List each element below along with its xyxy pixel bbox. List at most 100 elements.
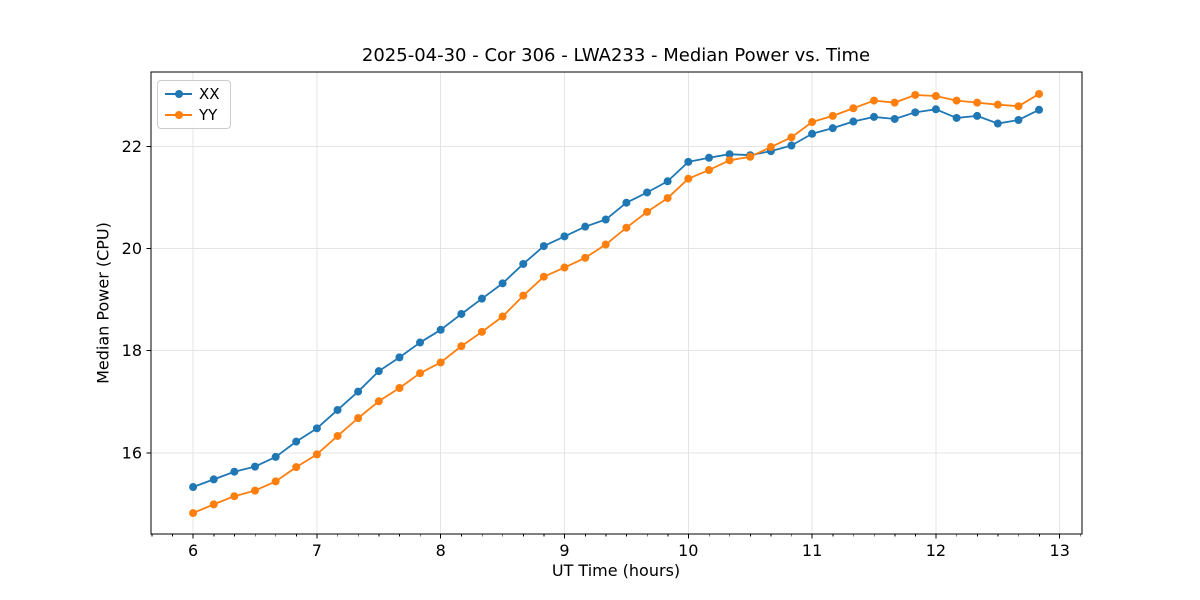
series-yy-marker	[189, 509, 198, 518]
series-xx-marker	[663, 177, 672, 186]
series-xx-marker	[931, 105, 940, 114]
series-xx-marker	[477, 294, 486, 303]
series-yy-marker	[1035, 89, 1044, 98]
series-xx-marker	[457, 309, 466, 318]
series-xx-marker	[622, 198, 631, 207]
series-yy-marker	[271, 477, 280, 486]
series-yy-marker	[766, 143, 775, 152]
series-xx-marker	[808, 129, 817, 138]
series-yy-marker	[870, 96, 879, 105]
series-yy-marker	[643, 207, 652, 216]
series-xx-marker	[209, 475, 218, 484]
legend: XX YY	[157, 80, 231, 129]
series-yy-marker	[993, 100, 1002, 109]
series-xx-marker	[271, 452, 280, 461]
series-yy-line	[192, 93, 1040, 514]
series-xx-marker	[704, 153, 713, 162]
series-xx-marker	[539, 242, 548, 251]
series-xx-marker	[560, 232, 569, 241]
series-xx-marker	[230, 467, 239, 476]
series-yy-marker	[374, 397, 383, 406]
series-xx-marker	[312, 424, 321, 433]
series-xx-marker	[601, 215, 610, 224]
series-yy-marker	[808, 118, 817, 127]
x-tick-label: 10	[678, 541, 698, 560]
series-yy-marker	[581, 253, 590, 262]
series-yy-marker	[539, 272, 548, 281]
legend-label-xx: XX	[199, 85, 220, 103]
series-yy-marker	[498, 312, 507, 321]
x-tick-label: 7	[312, 541, 322, 560]
series-yy-marker	[312, 450, 321, 459]
y-tick-label: 16	[122, 443, 142, 462]
series-xx-marker	[374, 367, 383, 376]
y-tick-label: 20	[122, 239, 142, 258]
series-yy-marker	[787, 133, 796, 142]
x-axis-label: UT Time (hours)	[551, 561, 681, 580]
y-tick-label: 22	[122, 137, 142, 156]
axes-spines	[150, 71, 1083, 535]
series-xx-marker	[643, 188, 652, 197]
x-tick-label: 11	[802, 541, 822, 560]
series-xx-marker	[292, 437, 301, 446]
series-xx-marker	[333, 405, 342, 414]
series-yy-marker	[828, 111, 837, 120]
series-yy-marker	[684, 174, 693, 183]
y-tick-label: 18	[122, 341, 142, 360]
series-xx-marker	[1035, 105, 1044, 114]
series-yy-marker	[560, 263, 569, 272]
series-xx-marker	[250, 462, 259, 471]
series-xx-marker	[354, 387, 363, 396]
series-xx-marker	[849, 117, 858, 126]
series-yy-marker	[725, 156, 734, 165]
series-xx-marker	[189, 483, 198, 492]
legend-item-yy: YY	[165, 105, 220, 124]
series-yy-marker	[746, 152, 755, 161]
series-yy-marker	[395, 384, 404, 392]
series-xx-marker	[684, 157, 693, 166]
series-yy-marker	[911, 90, 920, 99]
series-xx-marker	[890, 114, 899, 123]
series-yy-marker	[436, 358, 445, 367]
x-tick-label: 9	[559, 541, 569, 560]
series-yy-marker	[704, 166, 713, 175]
y-axis-label: Median Power (CPU)	[93, 222, 113, 384]
series-yy-marker	[601, 240, 610, 249]
series-xx-marker	[519, 259, 528, 268]
series-xx-marker	[395, 353, 404, 362]
legend-label-yy: YY	[199, 105, 218, 124]
series-yy-marker	[519, 291, 528, 300]
series-xx-marker	[911, 108, 920, 117]
series-xx-marker	[581, 222, 590, 231]
series-yy-marker	[663, 194, 672, 203]
series-xx-marker	[870, 112, 879, 121]
series-yy-marker	[890, 98, 899, 107]
x-tick-label: 6	[188, 541, 198, 560]
series-yy-marker	[209, 500, 218, 509]
series-xx-marker	[1014, 115, 1023, 124]
series-xx-marker	[828, 124, 837, 133]
series-yy-marker	[849, 104, 858, 113]
series-xx-marker	[436, 325, 445, 334]
series-xx-marker	[725, 150, 734, 159]
series-yy-marker	[457, 342, 466, 351]
series-xx-marker	[973, 111, 982, 120]
x-tick-label: 8	[436, 541, 446, 560]
series-yy-marker	[250, 486, 259, 495]
series-yy-marker	[354, 414, 363, 423]
series-xx-marker	[787, 141, 796, 150]
chart-title: 2025-04-30 - Cor 306 - LWA233 - Median P…	[361, 45, 871, 66]
series-yy-marker	[931, 91, 940, 100]
series-yy-marker	[1014, 102, 1023, 111]
series-yy-marker	[622, 223, 631, 232]
series-yy-marker	[416, 369, 425, 378]
legend-line-marker-sample-xx	[165, 90, 192, 99]
series-xx-marker	[993, 119, 1002, 128]
legend-item-xx: XX	[165, 86, 220, 103]
series-yy-marker	[230, 492, 239, 501]
series-yy-marker	[292, 463, 301, 472]
series-yy-marker	[333, 431, 342, 440]
x-tick-label: 12	[926, 541, 946, 560]
